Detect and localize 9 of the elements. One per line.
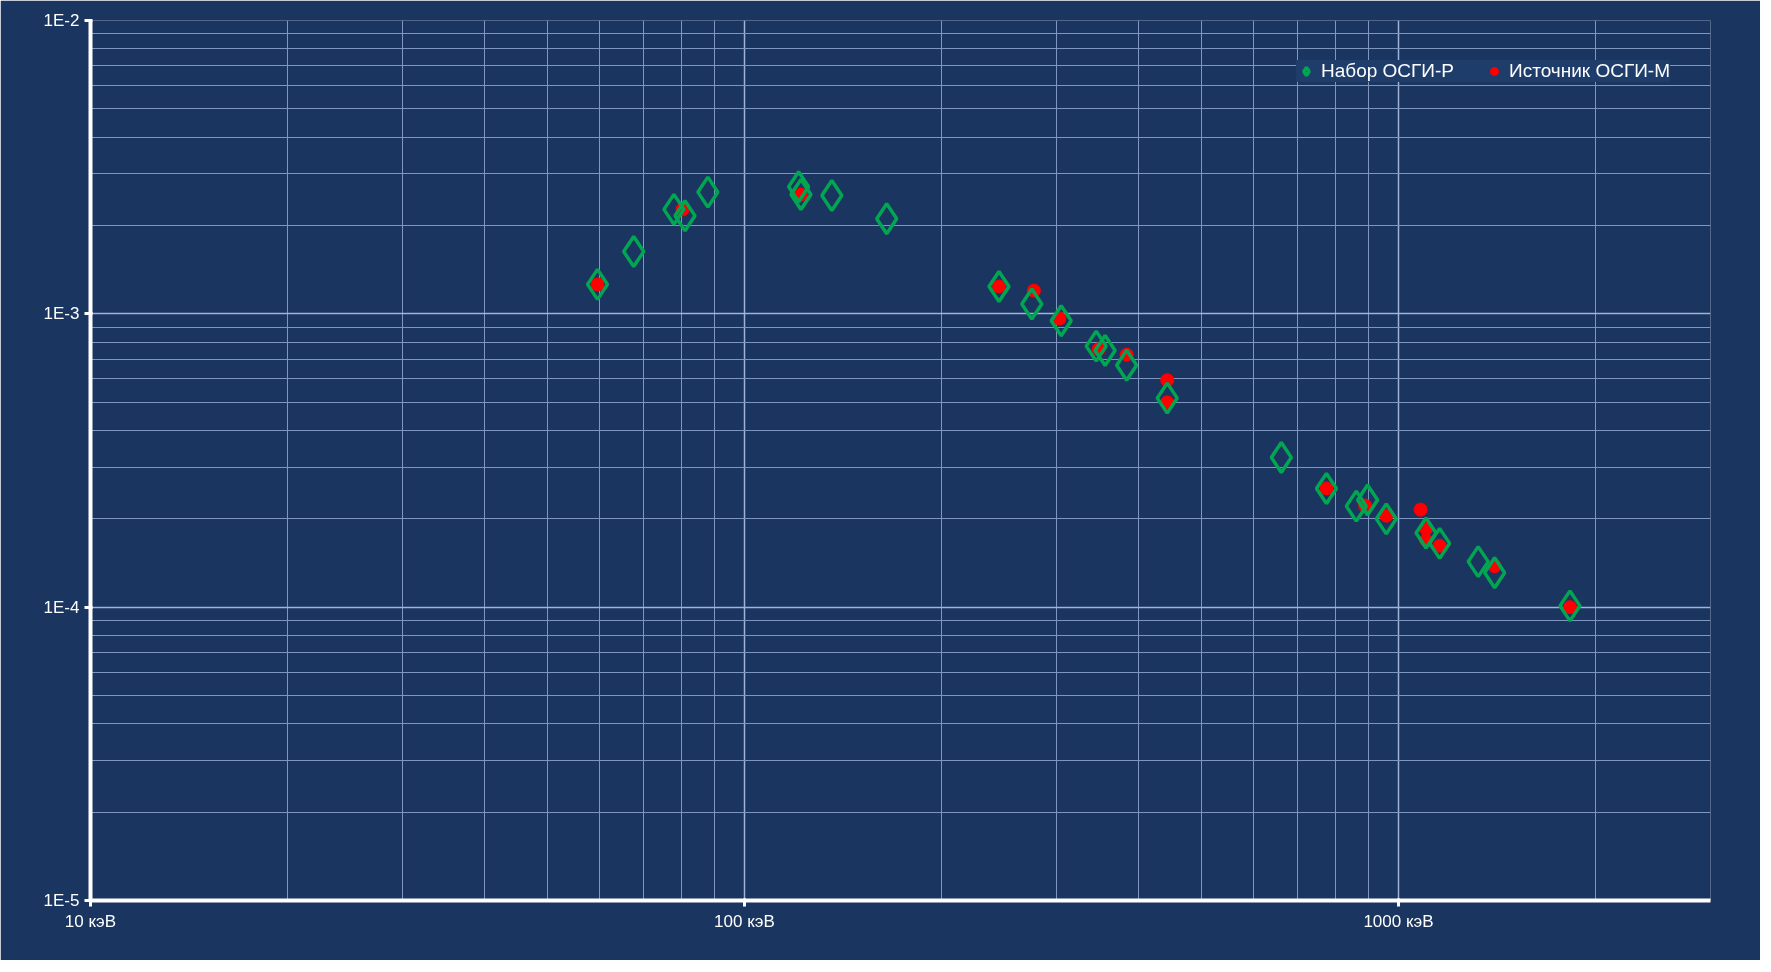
y-tick-label: 1E-3 <box>43 304 80 324</box>
x-tick-label: 100 кэВ <box>714 911 775 931</box>
y-tick-label: 1E-5 <box>43 891 80 910</box>
legend-label: Источник ОСГИ-М <box>1509 60 1670 82</box>
y-tick-label: 1E-4 <box>43 597 80 617</box>
x-tick-label: 10 кэВ <box>64 911 117 931</box>
x-tick-label: 1000 кэВ <box>1363 911 1434 931</box>
legend-label: Набор ОСГИ-Р <box>1320 60 1454 82</box>
y-tick-label: 1E-2 <box>43 11 80 30</box>
